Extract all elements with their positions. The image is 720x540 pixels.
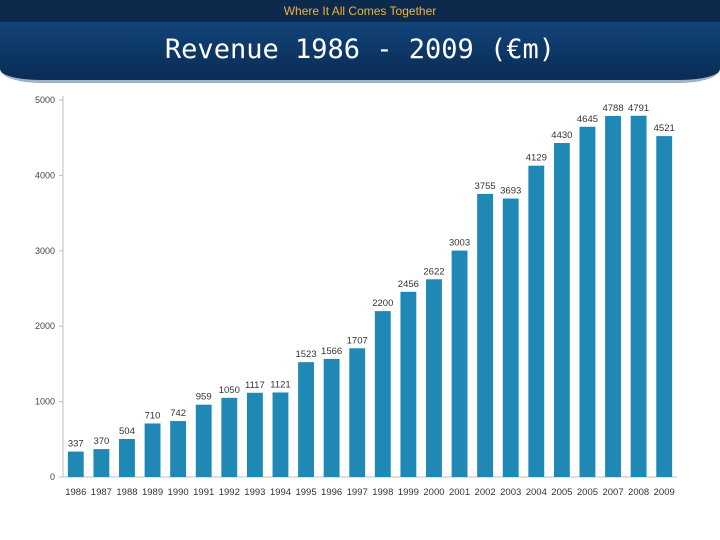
y-tick-label: 4000 — [35, 170, 55, 180]
x-tick-label: 2004 — [526, 487, 547, 498]
title-band: Revenue 1986 - 2009 (€m) — [0, 22, 720, 83]
x-tick-label: 1998 — [372, 487, 393, 498]
bar — [553, 142, 570, 477]
data-label: 1121 — [270, 379, 290, 390]
bar — [246, 392, 263, 477]
x-tick-label: 1992 — [219, 487, 240, 498]
bar — [630, 115, 647, 477]
x-tick-label: 1996 — [321, 487, 342, 498]
x-tick-label: 1990 — [168, 487, 189, 498]
data-label: 1566 — [321, 346, 342, 357]
x-tick-label: 1989 — [142, 487, 163, 498]
data-label: 742 — [170, 408, 186, 419]
bar — [451, 250, 468, 477]
bar — [656, 136, 673, 478]
bar — [119, 438, 135, 477]
bar — [528, 165, 545, 477]
x-tick-label: 2009 — [654, 487, 675, 498]
data-label: 2622 — [423, 266, 444, 277]
data-label: 1050 — [219, 385, 240, 396]
y-tick-label: 0 — [50, 472, 55, 482]
x-tick-label: 2003 — [500, 487, 521, 498]
data-label: 4791 — [628, 103, 649, 114]
bar — [374, 311, 391, 477]
data-label: 1523 — [295, 349, 316, 360]
bar — [195, 404, 212, 477]
data-label: 959 — [196, 392, 212, 403]
data-label: 4645 — [577, 114, 598, 125]
y-tick-label: 5000 — [35, 95, 55, 105]
x-tick-label: 2005 — [551, 487, 572, 498]
data-label: 504 — [119, 426, 135, 437]
y-tick-label: 2000 — [35, 321, 55, 331]
bar — [67, 451, 84, 477]
x-tick-label: 1986 — [65, 487, 86, 498]
data-label: 3693 — [500, 186, 521, 197]
bar — [400, 291, 417, 477]
x-tick-label: 1997 — [347, 487, 368, 498]
data-label: 2200 — [372, 298, 393, 309]
bar — [323, 358, 340, 477]
data-label: 710 — [145, 410, 161, 421]
data-label: 1117 — [245, 380, 265, 391]
x-tick-label: 2002 — [475, 487, 496, 498]
bar — [477, 193, 494, 478]
data-label: 4521 — [654, 123, 675, 134]
data-label: 337 — [68, 439, 84, 450]
bar — [272, 392, 289, 477]
data-label: 3003 — [449, 238, 470, 249]
x-tick-label: 1988 — [116, 487, 137, 498]
x-tick-label: 2001 — [449, 487, 470, 498]
tagline: Where It All Comes Together — [283, 4, 437, 18]
x-tick-label: 1995 — [295, 487, 316, 498]
slide-title: Revenue 1986 - 2009 (€m) — [164, 34, 556, 65]
bar — [579, 126, 596, 477]
y-tick-label: 1000 — [35, 397, 55, 407]
data-label: 3755 — [475, 181, 496, 192]
x-tick-label: 2000 — [423, 487, 444, 498]
x-tick-label: 2007 — [602, 487, 623, 498]
x-tick-label: 1991 — [193, 487, 214, 498]
y-tick-label: 3000 — [35, 246, 55, 256]
data-label: 1707 — [347, 335, 368, 346]
x-tick-label: 2005 — [577, 487, 598, 498]
bar — [502, 198, 519, 478]
top-bar: Where It All Comes Together — [0, 0, 720, 22]
x-tick-label: 1993 — [244, 487, 265, 498]
x-tick-label: 2008 — [628, 487, 649, 498]
bar — [605, 115, 621, 477]
x-tick-label: 1999 — [398, 487, 419, 498]
x-tick-label: 1987 — [91, 487, 112, 498]
bar — [170, 421, 187, 477]
bar — [144, 423, 161, 477]
data-label: 4788 — [602, 103, 623, 114]
x-tick-label: 1994 — [270, 487, 291, 498]
bar — [221, 397, 238, 477]
data-label: 4430 — [551, 130, 572, 141]
bar — [298, 362, 314, 477]
data-label: 4129 — [526, 153, 547, 164]
bar — [349, 348, 366, 477]
data-label: 370 — [93, 436, 109, 447]
data-label: 2456 — [398, 279, 419, 290]
bar — [93, 449, 110, 477]
bar — [426, 279, 442, 477]
